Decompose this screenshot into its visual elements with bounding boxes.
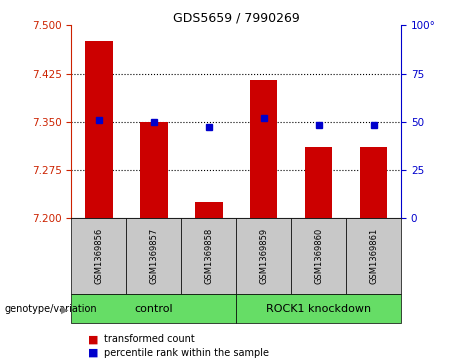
Text: ROCK1 knockdown: ROCK1 knockdown bbox=[266, 303, 371, 314]
Bar bbox=[140, 122, 168, 218]
Text: GSM1369858: GSM1369858 bbox=[204, 228, 213, 284]
Bar bbox=[360, 147, 387, 218]
Text: GSM1369859: GSM1369859 bbox=[259, 228, 268, 284]
Text: ■: ■ bbox=[88, 334, 98, 344]
Text: GSM1369856: GSM1369856 bbox=[95, 228, 103, 284]
Bar bbox=[126, 218, 181, 294]
Text: ■: ■ bbox=[88, 348, 98, 358]
Bar bbox=[305, 147, 332, 218]
Title: GDS5659 / 7990269: GDS5659 / 7990269 bbox=[173, 11, 300, 24]
Bar bbox=[71, 294, 236, 323]
Text: genotype/variation: genotype/variation bbox=[5, 304, 97, 314]
Bar bbox=[236, 218, 291, 294]
Bar bbox=[236, 294, 401, 323]
Text: GSM1369857: GSM1369857 bbox=[149, 228, 159, 284]
Text: control: control bbox=[135, 303, 173, 314]
Bar bbox=[195, 202, 223, 218]
Bar bbox=[181, 218, 236, 294]
Text: transformed count: transformed count bbox=[104, 334, 195, 344]
Text: percentile rank within the sample: percentile rank within the sample bbox=[104, 348, 269, 358]
Text: GSM1369860: GSM1369860 bbox=[314, 228, 323, 284]
Bar bbox=[346, 218, 401, 294]
Bar bbox=[71, 218, 126, 294]
Text: GSM1369861: GSM1369861 bbox=[369, 228, 378, 284]
Bar bbox=[250, 80, 278, 218]
Bar bbox=[291, 218, 346, 294]
Bar bbox=[85, 41, 112, 218]
Text: ▶: ▶ bbox=[61, 304, 68, 314]
